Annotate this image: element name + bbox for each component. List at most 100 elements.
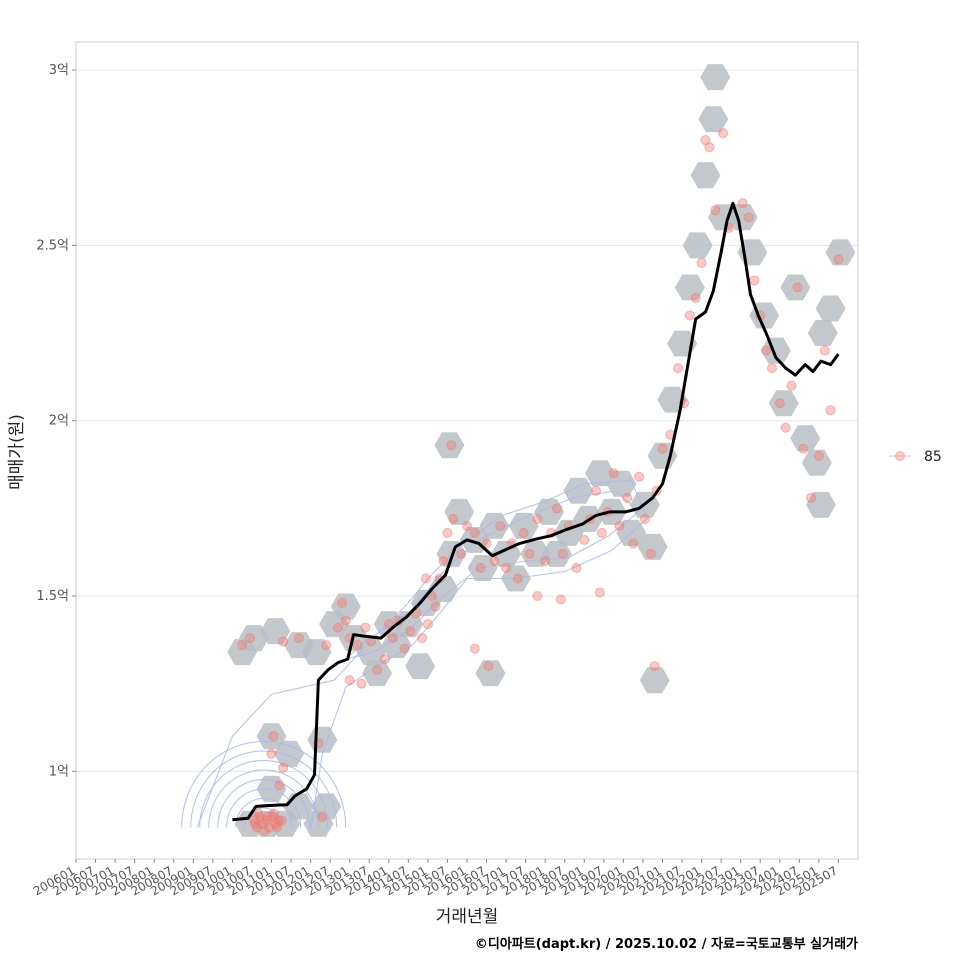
- data-point: [552, 504, 561, 513]
- data-point: [738, 199, 747, 208]
- data-point: [793, 283, 802, 292]
- data-point: [380, 655, 389, 664]
- data-point: [640, 514, 649, 523]
- data-point: [834, 255, 843, 264]
- data-point: [775, 399, 784, 408]
- data-point: [580, 535, 589, 544]
- data-point: [388, 634, 397, 643]
- data-point: [519, 528, 528, 537]
- data-point: [260, 826, 269, 835]
- data-point: [463, 521, 472, 530]
- y-tick-label: 2.5억: [36, 238, 69, 253]
- data-point: [556, 595, 565, 604]
- data-point: [373, 665, 382, 674]
- data-point: [294, 634, 303, 643]
- data-point: [279, 763, 288, 772]
- data-point: [533, 514, 542, 523]
- data-point: [490, 556, 499, 565]
- data-point: [275, 781, 284, 790]
- data-point: [277, 816, 286, 825]
- legend-label: 85: [924, 449, 942, 465]
- data-point: [597, 528, 606, 537]
- data-point: [615, 521, 624, 530]
- legend-key-point: [896, 452, 905, 461]
- data-point: [421, 574, 430, 583]
- data-point: [353, 641, 362, 650]
- data-point: [322, 641, 331, 650]
- data-point: [439, 556, 448, 565]
- data-point: [744, 213, 753, 222]
- data-point: [533, 592, 542, 601]
- data-point: [279, 637, 288, 646]
- data-point: [623, 493, 632, 502]
- data-point: [762, 346, 771, 355]
- data-point: [650, 662, 659, 671]
- data-point: [423, 620, 432, 629]
- data-point: [697, 258, 706, 267]
- data-point: [646, 549, 655, 558]
- data-point: [814, 451, 823, 460]
- data-point: [558, 549, 567, 558]
- data-point: [238, 641, 247, 650]
- data-point: [820, 346, 829, 355]
- data-point: [337, 599, 346, 608]
- data-point: [447, 441, 456, 450]
- data-point: [541, 556, 550, 565]
- data-point: [245, 634, 254, 643]
- data-point: [263, 812, 272, 821]
- y-axis-title: 매매가(원): [7, 414, 27, 490]
- x-axis-title: 거래년월: [436, 907, 499, 927]
- data-point: [502, 563, 511, 572]
- data-point: [787, 381, 796, 390]
- data-point: [318, 812, 327, 821]
- y-tick-label: 3억: [49, 63, 69, 78]
- data-point: [592, 486, 601, 495]
- data-point: [635, 472, 644, 481]
- source-caption: ©디아파트(dapt.kr) / 2025.10.02 / 자료=국토교통부 실…: [475, 936, 858, 952]
- data-point: [443, 528, 452, 537]
- data-point: [826, 406, 835, 415]
- data-point: [269, 732, 278, 741]
- data-point: [705, 143, 714, 152]
- data-point: [513, 574, 522, 583]
- y-tick-label: 1억: [49, 764, 69, 779]
- data-point: [674, 364, 683, 373]
- data-point: [357, 679, 366, 688]
- data-point: [629, 539, 638, 548]
- data-point: [711, 206, 720, 215]
- y-tick-label: 1.5억: [36, 589, 69, 604]
- data-point: [807, 493, 816, 502]
- data-point: [345, 676, 354, 685]
- data-point: [609, 469, 618, 478]
- data-point: [449, 514, 458, 523]
- y-tick-label: 2억: [49, 414, 69, 429]
- data-point: [781, 423, 790, 432]
- data-point: [267, 749, 276, 758]
- data-point: [470, 644, 479, 653]
- data-point: [767, 364, 776, 373]
- data-point: [476, 563, 485, 572]
- data-point: [484, 662, 493, 671]
- data-point: [457, 549, 466, 558]
- data-point: [431, 602, 440, 611]
- data-point: [400, 644, 409, 653]
- data-point: [525, 549, 534, 558]
- data-point: [418, 634, 427, 643]
- data-point: [799, 444, 808, 453]
- data-point: [691, 293, 700, 302]
- data-point: [719, 129, 728, 138]
- data-point: [341, 616, 350, 625]
- data-point: [251, 819, 260, 828]
- data-point: [470, 528, 479, 537]
- data-point: [595, 588, 604, 597]
- chart: 1억1.5억2억2.5억3억 2006012006072007012007072…: [0, 0, 960, 960]
- data-point: [406, 627, 415, 636]
- data-point: [658, 444, 667, 453]
- data-point: [750, 276, 759, 285]
- data-point: [572, 563, 581, 572]
- data-point: [496, 521, 505, 530]
- chart-background: [0, 0, 960, 960]
- data-point: [361, 623, 370, 632]
- data-point: [685, 311, 694, 320]
- data-point: [333, 623, 342, 632]
